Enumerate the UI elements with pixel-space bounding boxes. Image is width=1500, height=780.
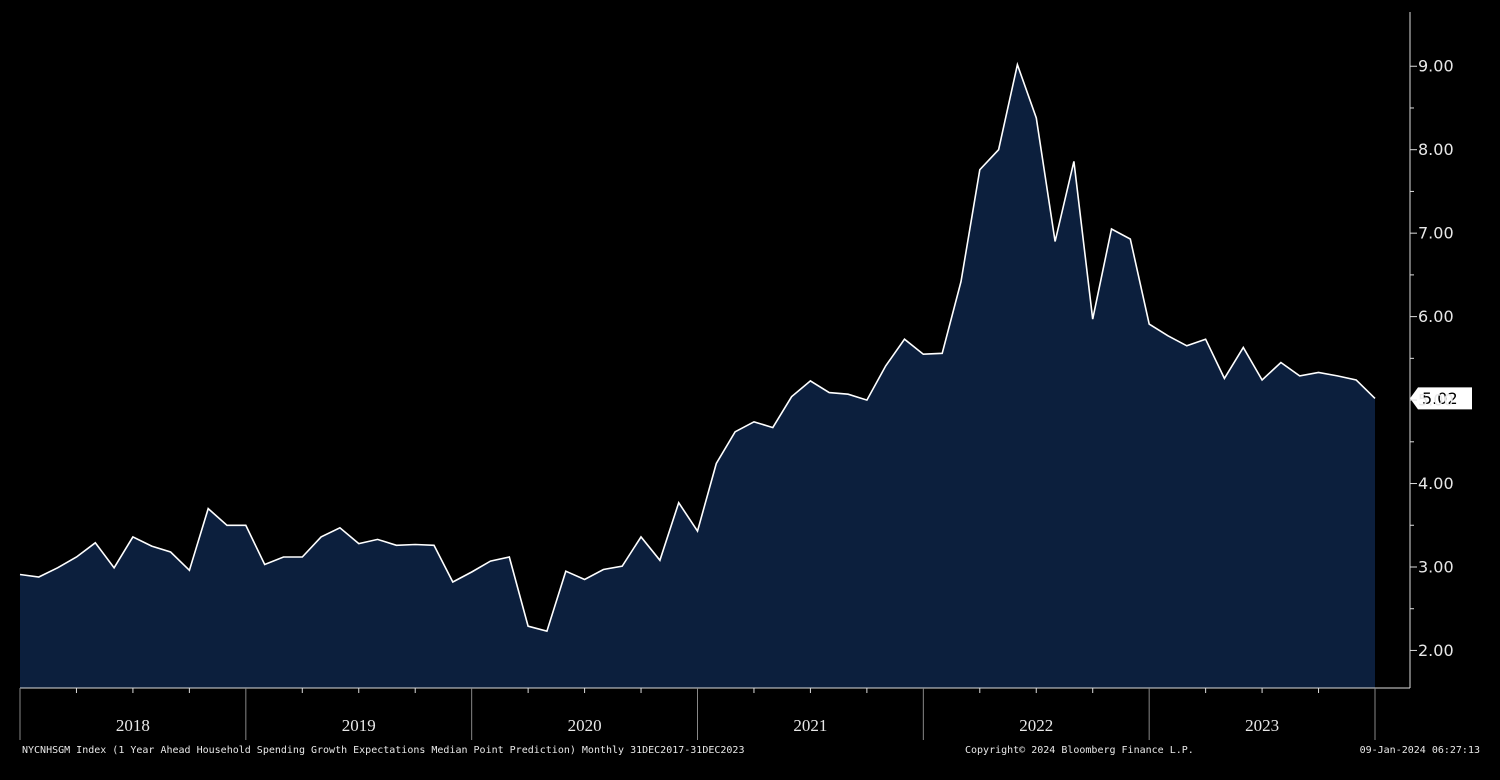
x-tick-label: 2019 xyxy=(342,716,376,735)
y-tick-label: 4.00 xyxy=(1418,474,1454,493)
x-tick-label: 2020 xyxy=(568,716,602,735)
copyright: Copyright© 2024 Bloomberg Finance L.P. xyxy=(965,745,1194,756)
y-tick-label: 2.00 xyxy=(1418,641,1454,660)
source-note: NYCNHSGM Index (1 Year Ahead Household S… xyxy=(22,745,744,756)
y-tick-label: 6.00 xyxy=(1418,307,1454,326)
y-tick-label: 9.00 xyxy=(1418,57,1454,76)
last-value-flag xyxy=(1410,387,1472,410)
x-tick-label: 2023 xyxy=(1245,716,1279,735)
y-tick-label: 8.00 xyxy=(1418,140,1454,159)
x-tick-label: 2018 xyxy=(116,716,150,735)
y-tick-label: 3.00 xyxy=(1418,557,1454,576)
line xyxy=(19,61,1376,633)
area xyxy=(20,64,1375,689)
x-tick-label: 2021 xyxy=(793,716,827,735)
x-tick-label: 2022 xyxy=(1019,716,1053,735)
y-tick-label: 5.00 xyxy=(1418,391,1454,410)
timestamp: 09-Jan-2024 06:27:13 xyxy=(1360,745,1480,756)
last-value-label: 5.02 xyxy=(1422,389,1458,408)
y-tick-label: 7.00 xyxy=(1418,224,1454,243)
